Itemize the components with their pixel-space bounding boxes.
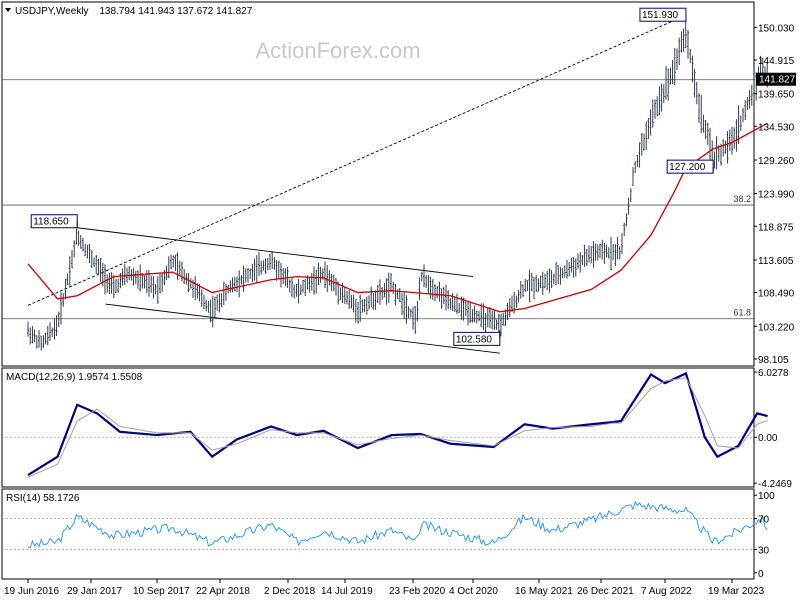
price-axis-label: 139.650 — [758, 90, 795, 101]
time-axis-label: 4 Oct 2020 — [449, 586, 498, 597]
price-axis-label: 129.260 — [758, 156, 795, 167]
time-axis: 19 Jun 2016 29 Jan 2017 10 Sep 2017 22 Apr … — [4, 579, 765, 597]
price-annotation: 127.200 — [666, 159, 714, 174]
time-axis-label: 23 Feb 2020 — [389, 586, 446, 597]
chart-menu-icon[interactable] — [5, 8, 11, 12]
time-axis-label: 14 Jul 2019 — [321, 586, 373, 597]
price-axis-label: 108.490 — [758, 289, 795, 300]
annotation-label: 151.930 — [642, 10, 679, 21]
current-price-marker: 141.827 — [756, 72, 796, 86]
time-axis-label: 10 Sep 2017 — [133, 586, 190, 597]
rsi-title: RSI(14) 58.1726 — [6, 493, 80, 504]
macd-signal-line — [27, 377, 768, 478]
annotation-label: 127.200 — [669, 162, 706, 173]
time-axis-label: 19 Jun 2016 — [4, 586, 59, 597]
macd-axis-label: 6.0278 — [758, 368, 789, 379]
channel-trendline — [105, 303, 500, 354]
price-axis-label: 134.530 — [758, 122, 795, 133]
annotation-label: 102.580 — [456, 334, 493, 345]
rsi-panel-frame — [1, 488, 755, 580]
time-axis-label: 2 Dec 2018 — [264, 586, 316, 597]
annotation-label: 118.650 — [33, 217, 69, 228]
fibonacci-label: 38.2 — [733, 194, 751, 204]
time-axis-label: 29 Jan 2017 — [67, 586, 122, 597]
time-axis-label: 26 Dec 2021 — [577, 586, 634, 597]
time-axis-label: 7 Aug 2022 — [641, 586, 692, 597]
rsi-axis-label: 100 — [758, 491, 775, 502]
price-axis-label: 103.220 — [758, 322, 795, 333]
price-annotation: 102.580 — [453, 330, 501, 346]
current-price-box — [756, 72, 796, 86]
macd-axis-label: 0.00 — [758, 433, 778, 444]
rsi-axis-label: 30 — [758, 546, 770, 557]
current-price-label: 141.827 — [759, 75, 796, 86]
price-axis-label: 113.605 — [758, 256, 794, 267]
symbol-label: USDJPY,Weekly — [15, 6, 89, 17]
price-annotation: 151.930 — [639, 7, 687, 22]
time-axis-label: 19 Mar 2023 — [708, 586, 765, 597]
macd-axis-label: -4.2469 — [758, 479, 792, 490]
price-axis-label: 118.875 — [758, 222, 794, 233]
price-axis-label: 123.990 — [758, 190, 795, 201]
price-annotation: 118.650 — [30, 214, 78, 229]
fibonacci-label: 61.8 — [733, 308, 751, 318]
price-axis-label: 150.030 — [758, 23, 795, 34]
rsi-axis-label: 70 — [758, 514, 770, 525]
price-axis-label: 144.915 — [758, 56, 795, 67]
rsi-panel: RSI(14) 58.1726 100 70 30 0 — [1, 488, 775, 580]
channel-trendline — [77, 227, 474, 278]
svg-text:USDJPY,Weekly 138.794 14: USDJPY,Weekly 138.794 141.943 137.672 14… — [15, 6, 253, 17]
rsi-line — [27, 500, 768, 549]
price-axis-label: 98.105 — [758, 355, 789, 366]
time-axis-label: 16 May 2021 — [515, 586, 573, 597]
macd-title: MACD(12,26,9) 1.9574 1.5508 — [6, 372, 143, 383]
price-panel: ActionForex.com USDJPY,Weekly 138.794 14… — [1, 1, 796, 367]
price-panel-frame — [1, 1, 755, 367]
macd-panel: MACD(12,26,9) 1.9574 1.5508 6.0278 0.00 -4… — [1, 367, 792, 490]
time-axis-label: 22 Apr 2018 — [196, 586, 250, 597]
rsi-axis-label: 0 — [758, 569, 764, 580]
watermark: ActionForex.com — [255, 38, 420, 63]
ohlc-values: 138.794 141.943 137.672 141.827 — [99, 6, 252, 17]
